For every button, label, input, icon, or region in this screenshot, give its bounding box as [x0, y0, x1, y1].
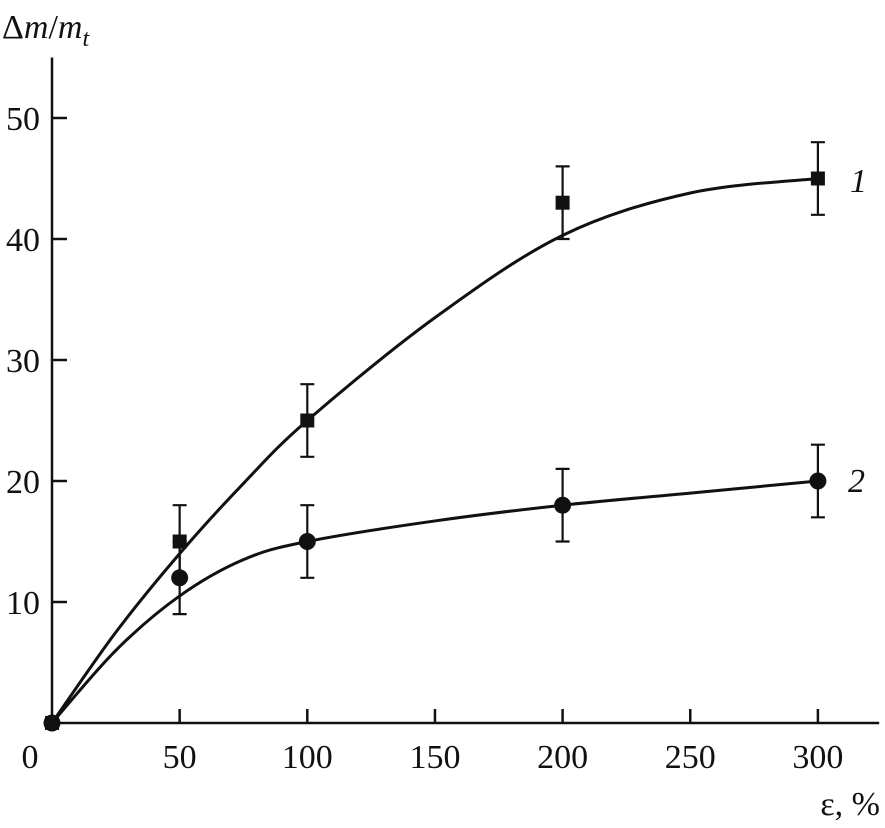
x-tick-label: 200	[537, 739, 588, 776]
x-axis-label: ε, %	[820, 786, 880, 823]
data-point-circle	[809, 472, 827, 490]
data-point-square	[300, 413, 315, 428]
y-tick-label: 40	[6, 222, 40, 259]
x-tick-label: 250	[665, 739, 716, 776]
x-tick-label: 0	[22, 739, 39, 776]
fit-curve-series-2	[50, 479, 819, 724]
data-point-square	[810, 171, 825, 186]
data-point-square	[555, 195, 570, 210]
data-point-circle	[554, 496, 572, 514]
svg-text:Δm/mt: Δm/mt	[2, 9, 90, 52]
y-tick-label: 50	[6, 101, 40, 138]
x-tick-label: 100	[282, 739, 333, 776]
x-tick-label: 50	[163, 739, 197, 776]
data-point-circle	[298, 533, 316, 550]
x-tick-label: 300	[792, 739, 843, 776]
fit-curve-series-1	[50, 177, 819, 724]
series-label-1: 1	[850, 163, 867, 200]
y-tick-label: 10	[6, 585, 40, 622]
y-tick-label: 30	[6, 343, 40, 380]
data-point-circle	[171, 569, 189, 587]
data-point-circle	[43, 714, 61, 732]
y-tick-label: 20	[6, 464, 40, 501]
y-axis-label: Δm/mt	[2, 9, 90, 52]
x-tick-label: 150	[409, 739, 460, 776]
series-label-2: 2	[848, 463, 865, 500]
